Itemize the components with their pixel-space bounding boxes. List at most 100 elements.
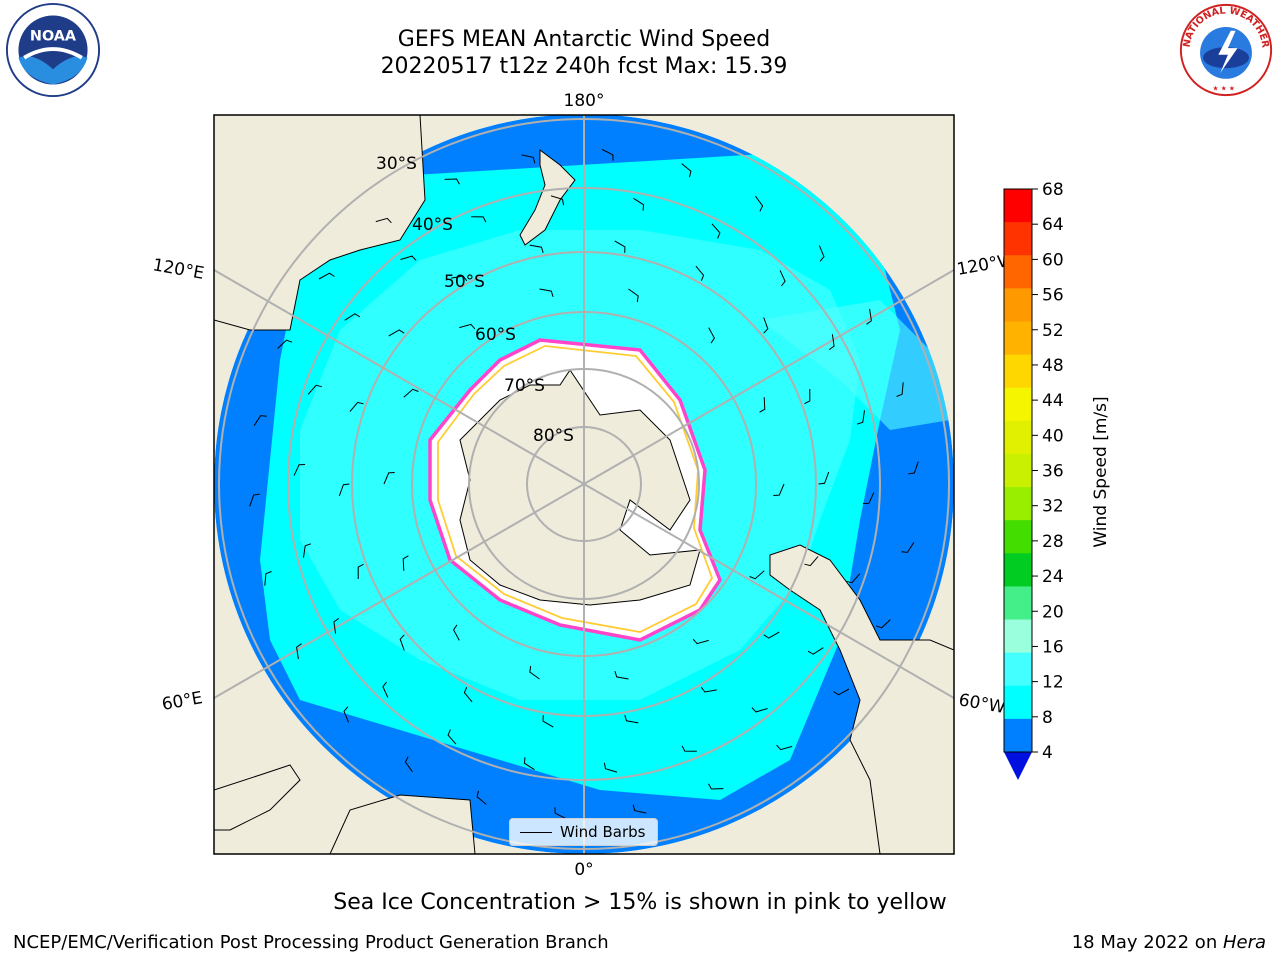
noaa-logo-text: NOAA xyxy=(30,28,77,44)
wind-barb xyxy=(529,665,540,680)
wind-barb xyxy=(249,493,260,507)
wind-barb xyxy=(303,543,312,558)
wind-barb xyxy=(681,163,692,178)
colorbar-tick-label: 44 xyxy=(1042,391,1064,411)
wind-barb xyxy=(759,397,766,413)
wind-barb xyxy=(338,483,350,497)
wind-barb xyxy=(333,617,340,634)
wind-barb xyxy=(318,272,335,280)
wind-barb xyxy=(404,756,413,773)
madagascar-landmass xyxy=(214,764,301,831)
colorbar-tick-label: 28 xyxy=(1042,532,1064,552)
lon-label-180: 180° xyxy=(564,91,605,111)
wind-barb xyxy=(277,339,293,349)
lon-label-0: 0° xyxy=(574,860,593,880)
wind-barb xyxy=(763,631,780,639)
colorbar-segment xyxy=(1004,255,1032,289)
wind-barb xyxy=(776,744,793,751)
meridian-60e-120w xyxy=(214,269,954,699)
wind-barb xyxy=(866,308,872,325)
wind-barb xyxy=(521,154,536,164)
wind-barb xyxy=(293,464,306,476)
colorbar-segment xyxy=(1004,553,1032,587)
colorbar-segment xyxy=(1004,453,1032,488)
wind-barb xyxy=(400,255,417,261)
lat-label-70s: 70°S xyxy=(504,376,545,396)
colorbar-segment xyxy=(1004,189,1032,223)
wind-barb xyxy=(828,334,835,351)
wind-barb xyxy=(357,563,364,579)
lat-label-50s: 50°S xyxy=(444,272,485,292)
map-frame xyxy=(213,114,955,855)
colorbar: 68 64 60 56 52 48 44 40 36 32 28 24 20 16 12 8 4 Wind Sp… xyxy=(1003,180,1111,780)
wind-barb xyxy=(695,265,705,281)
wind-barb xyxy=(253,415,267,426)
wind-barb-legend: Wind Barbs xyxy=(509,818,658,846)
lon-label-120e: 120°E xyxy=(151,255,205,284)
credit-left: NCEP/EMC/Verification Post Processing Pr… xyxy=(13,932,609,953)
chart-title: GEFS MEAN Antarctic Wind Speed xyxy=(397,27,771,52)
new-zealand-landmass xyxy=(519,149,576,246)
wind-barb xyxy=(603,762,618,773)
colorbar-label: Wind Speed [m/s] xyxy=(1091,396,1111,547)
wind-barb xyxy=(804,556,819,567)
legend-label: Wind Barbs xyxy=(560,823,646,841)
colorbar-tick-label: 48 xyxy=(1042,356,1064,376)
credit-host: Hera xyxy=(1222,932,1266,953)
legend-line-icon xyxy=(520,832,552,833)
lon-label-60w: 60°W xyxy=(957,690,1007,718)
colorbar-tick-label: 52 xyxy=(1042,321,1064,341)
wind-barb xyxy=(896,382,904,397)
africa-landmass xyxy=(329,794,476,854)
nws-logo: NATIONAL WEATHER SERVICE ★ ★ ★ xyxy=(1177,2,1273,97)
lat-label-40s: 40°S xyxy=(412,215,453,235)
antarctica-landmass xyxy=(459,369,701,606)
wind-barb xyxy=(296,643,302,660)
wind-barb xyxy=(383,472,395,485)
wind-barb xyxy=(349,401,364,412)
wind-barb xyxy=(804,389,811,405)
colorbar-segment xyxy=(1004,619,1032,654)
colorbar-extend-triangle xyxy=(1004,752,1032,780)
wind-barb xyxy=(818,245,825,262)
wind-barb xyxy=(773,483,785,496)
credit-right: 18 May 2022 on Hera xyxy=(1072,932,1266,953)
graticule xyxy=(214,115,954,854)
wind-barb xyxy=(779,270,786,287)
wind-barb xyxy=(632,804,647,814)
wind-barb xyxy=(681,745,697,752)
lat-label-60s: 60°S xyxy=(475,325,516,345)
wind-barb xyxy=(307,384,323,395)
wind-barb xyxy=(708,327,715,344)
chart-subtitle: 20220517 t12z 240h fcst Max: 15.39 xyxy=(380,54,788,79)
sea-ice-inner-edge xyxy=(437,345,713,633)
colorbar-segment xyxy=(1004,321,1032,356)
wind-barb xyxy=(453,624,460,641)
wind-barb xyxy=(875,619,891,629)
wind-barb xyxy=(529,244,544,254)
wind-barb xyxy=(539,288,554,298)
wind-barb xyxy=(807,647,824,655)
wind-barb xyxy=(388,329,405,337)
colorbar-tick-label: 16 xyxy=(1042,637,1064,657)
colorbar-tick-label: 4 xyxy=(1042,743,1053,763)
wind-barb xyxy=(833,688,850,696)
map-plot-area xyxy=(214,115,954,854)
colorbar-segment xyxy=(1004,718,1032,753)
colorbar-segment xyxy=(1004,354,1032,389)
wind-barb xyxy=(711,223,721,239)
wind-barb xyxy=(344,313,361,321)
wind-barb xyxy=(550,195,565,206)
colorbar-tick-label: 36 xyxy=(1042,462,1064,482)
wind-barb xyxy=(447,729,457,745)
wind-barb xyxy=(845,573,861,584)
wind-barb xyxy=(751,707,768,713)
wind-barb xyxy=(708,783,724,790)
wind-barb xyxy=(763,317,769,334)
colorbar-segment xyxy=(1004,222,1032,256)
wind-barb xyxy=(856,410,865,425)
colorbar-tick-label: 60 xyxy=(1042,250,1064,270)
wind-barb xyxy=(444,178,460,185)
wind-barb xyxy=(451,275,468,282)
